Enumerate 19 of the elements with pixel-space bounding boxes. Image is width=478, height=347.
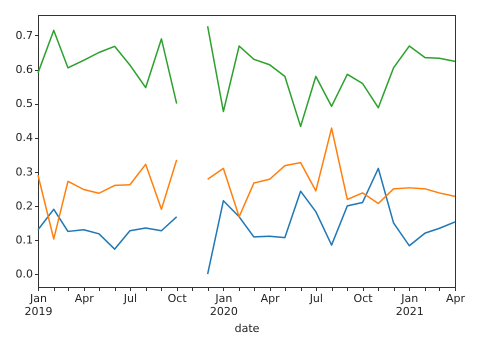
x-tick-label: Apr: [446, 292, 466, 305]
y-tick-label: 0.6: [16, 63, 33, 76]
x-tick-label: Jul: [122, 292, 138, 305]
x-tick-label: Jan 2019: [24, 292, 52, 318]
x-tick-label: Apr: [74, 292, 94, 305]
y-tick-label: 0.2: [16, 199, 33, 212]
y-tick-label: 0.1: [16, 233, 33, 246]
y-tick-label: 0.0: [16, 268, 33, 281]
x-tick-label: Apr: [260, 292, 280, 305]
x-axis-title: date: [234, 322, 260, 335]
y-tick-label: 0.4: [16, 131, 33, 144]
y-tick-label: 0.3: [16, 165, 33, 178]
x-tick-label: Jul: [308, 292, 323, 305]
x-tick-label: Jan 2021: [396, 292, 424, 318]
y-tick-label: 0.5: [16, 97, 33, 110]
x-tick-label: Oct: [168, 292, 188, 305]
x-tick-label: Jan 2020: [210, 292, 238, 318]
x-tick-label: Oct: [354, 292, 374, 305]
y-tick-label: 0.7: [16, 28, 33, 42]
